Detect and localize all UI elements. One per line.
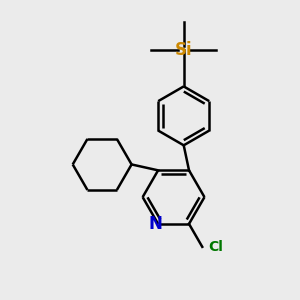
Text: Si: Si xyxy=(175,40,193,58)
Text: Cl: Cl xyxy=(209,240,224,254)
Text: N: N xyxy=(149,215,163,233)
